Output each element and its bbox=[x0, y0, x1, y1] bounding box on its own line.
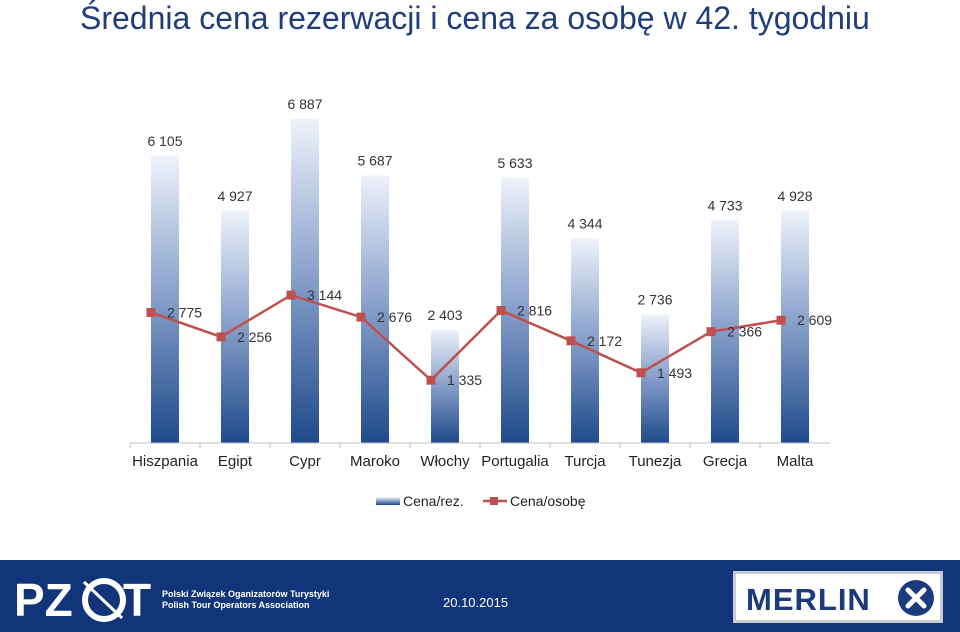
bar-data-labels: 6 105 4 927 6 887 5 687 2 403 5 633 4 344 2 736… bbox=[147, 96, 812, 323]
x-axis-ticks bbox=[129, 443, 761, 448]
line-series bbox=[146, 290, 786, 385]
bar-value-label: 2 403 bbox=[427, 307, 462, 323]
svg-text:T: T bbox=[123, 574, 151, 624]
footer-date: 20.10.2015 bbox=[443, 595, 509, 610]
category-label: Portugalia bbox=[481, 453, 549, 470]
bar-value-label: 4 928 bbox=[777, 188, 812, 204]
line-value-label: 3 144 bbox=[307, 287, 342, 303]
category-label: Tunezja bbox=[629, 453, 682, 470]
line-point bbox=[146, 307, 156, 317]
merlin-logo-text: MERLIN bbox=[746, 582, 871, 617]
legend-swatch-bar bbox=[376, 497, 400, 505]
bar-value-label: 6 105 bbox=[147, 133, 182, 149]
line-point bbox=[776, 315, 786, 325]
line-point bbox=[706, 327, 716, 337]
category-label: Egipt bbox=[218, 453, 253, 470]
organization-name-pl: Polski Związek Oganizatorów Turystyki bbox=[162, 589, 330, 599]
bar-value-label: 6 887 bbox=[287, 96, 322, 112]
line-point bbox=[496, 306, 506, 316]
chart-title: Średnia cena rezerwacji i cena za osobę … bbox=[80, 0, 870, 36]
bar-value-label: 4 344 bbox=[567, 216, 602, 232]
category-label: Turcja bbox=[564, 453, 606, 470]
legend-marker-line bbox=[490, 497, 498, 505]
line-value-label: 2 172 bbox=[587, 333, 622, 349]
line-point bbox=[286, 290, 296, 300]
chart: 6 105 4 927 6 887 5 687 2 403 5 633 4 344 2 736… bbox=[129, 96, 832, 509]
bar-value-label: 2 736 bbox=[637, 291, 672, 307]
organization-name-en: Polish Tour Operators Association bbox=[162, 600, 310, 610]
line-point bbox=[216, 332, 226, 342]
line-point bbox=[566, 336, 576, 346]
category-label: Maroko bbox=[350, 453, 400, 470]
category-label: Malta bbox=[777, 453, 814, 470]
line-path bbox=[150, 293, 782, 382]
category-label: Grecja bbox=[703, 453, 748, 470]
line-point bbox=[356, 312, 366, 322]
bar bbox=[151, 155, 179, 443]
bar bbox=[291, 118, 319, 444]
bar-value-label: 4 733 bbox=[707, 197, 742, 213]
line-point bbox=[426, 375, 436, 385]
line-value-label: 1 335 bbox=[447, 372, 482, 388]
bar bbox=[501, 177, 529, 443]
line-point bbox=[636, 368, 646, 378]
legend: Cena/rez. Cena/osobę bbox=[376, 493, 586, 509]
merlin-x-icon bbox=[898, 580, 934, 616]
bar bbox=[431, 329, 459, 443]
bar bbox=[781, 211, 809, 443]
category-label: Cypr bbox=[289, 453, 321, 470]
bar bbox=[361, 175, 389, 444]
line-value-label: 1 493 bbox=[657, 365, 692, 381]
bar-value-label: 5 633 bbox=[497, 155, 532, 171]
line-value-label: 2 256 bbox=[237, 329, 272, 345]
line-data-labels: 2 775 2 256 3 144 2 676 1 335 2 816 2 172 1 493… bbox=[167, 287, 832, 388]
line-value-label: 2 676 bbox=[377, 309, 412, 325]
pzot-logo: PZ T bbox=[14, 574, 151, 624]
svg-text:PZ: PZ bbox=[14, 574, 73, 624]
category-labels: Hiszpania Egipt Cypr Maroko Włochy Portugalia… bbox=[132, 453, 814, 470]
bar-value-label: 4 927 bbox=[217, 188, 252, 204]
bar-value-label: 5 687 bbox=[357, 152, 392, 168]
bar bbox=[571, 238, 599, 443]
line-value-label: 2 366 bbox=[727, 324, 762, 340]
bar-series bbox=[151, 118, 809, 444]
category-label: Hiszpania bbox=[132, 453, 199, 470]
legend-label-bar: Cena/rez. bbox=[403, 493, 464, 509]
bar bbox=[641, 314, 669, 443]
legend-label-line: Cena/osobę bbox=[510, 493, 586, 509]
organization-name: Polski Związek Oganizatorów Turystyki Po… bbox=[162, 589, 329, 611]
category-label: Włochy bbox=[420, 453, 470, 470]
merlin-logo: MERLIN bbox=[733, 571, 943, 623]
line-value-label: 2 775 bbox=[167, 304, 202, 320]
line-value-label: 2 816 bbox=[517, 303, 552, 319]
line-value-label: 2 609 bbox=[797, 312, 832, 328]
